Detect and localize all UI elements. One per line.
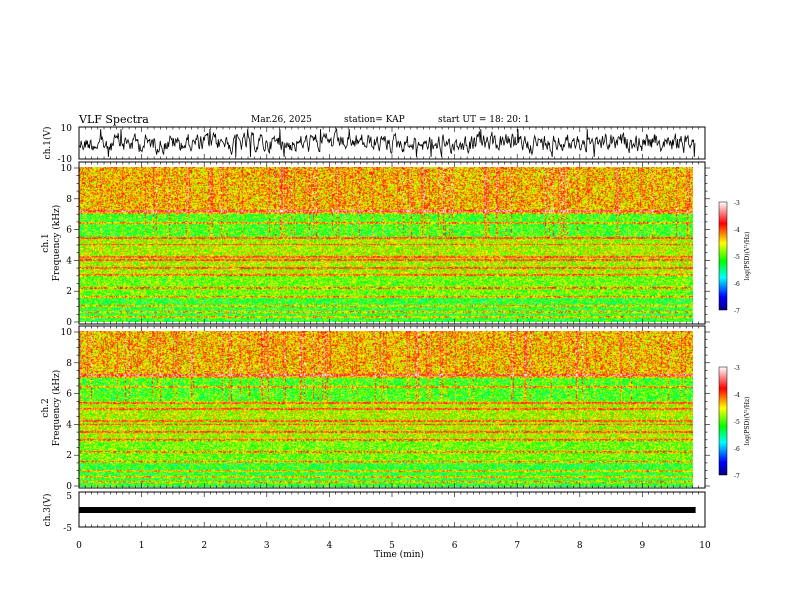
y-tick-label: 6 — [66, 226, 72, 236]
colorbar-ch2-tick-m5: -5 — [734, 419, 740, 426]
ch1-waveform-trace — [78, 127, 696, 158]
ch1-waveform-panel: 10 -10 ch.1(V) — [42, 124, 706, 165]
ch2-spectrogram-ylabel: Frequency (kHz) — [51, 370, 62, 447]
x-tick-label: 3 — [264, 541, 270, 551]
ch3-ytick-bottom: -5 — [63, 524, 72, 534]
y-tick-label: 2 — [66, 451, 72, 461]
x-tick-label: 6 — [452, 541, 458, 551]
colorbar-ch2-label: log(PSD)(V²/Hz) — [744, 397, 751, 446]
ch1-ytick-bottom: -10 — [58, 155, 73, 165]
ch1-ytick-top: 10 — [61, 124, 73, 134]
ch1-waveform-xticks — [78, 127, 706, 159]
header-date: Mar.26, 2025 — [251, 115, 312, 125]
ch1-spectrogram-image — [79, 167, 693, 322]
ch2-spectrogram-yticks: 0 2 4 6 8 10 — [61, 328, 710, 492]
ch1-spectrogram-ylabel: Frequency (kHz) — [51, 205, 62, 282]
ch1-spectrogram-panel: 0 2 4 6 8 10 ch.1 Frequency (kHz) — [41, 161, 710, 328]
colorbar-ch1-tick-m7: -7 — [734, 308, 740, 315]
x-tick-label: 0 — [76, 541, 82, 551]
ch2-spectrogram-xticks — [78, 326, 706, 488]
ch1-spectrogram-yticks: 0 2 4 6 8 10 — [61, 164, 710, 328]
colorbar-ch1-tick-m6: -6 — [734, 281, 740, 288]
y-tick-label: 6 — [66, 390, 72, 400]
x-tick-label: 8 — [577, 541, 583, 551]
y-tick-label: 8 — [66, 359, 72, 369]
ch1-waveform-ylabel: ch.1(V) — [42, 127, 53, 160]
y-tick-label: 0 — [66, 482, 72, 492]
ch2-spectrogram-image — [79, 331, 693, 487]
header-start-time: start UT = 18: 20: 1 — [438, 115, 530, 125]
x-tick-label: 2 — [201, 541, 207, 551]
y-tick-label: 4 — [66, 420, 72, 430]
colorbar-ch2-tick-m7: -7 — [734, 473, 740, 480]
ch3-waveform-trace — [79, 507, 696, 513]
colorbar-ch2-tick-m4: -4 — [734, 392, 740, 399]
y-tick-label: 2 — [66, 287, 72, 297]
ch3-waveform-xticks — [78, 492, 706, 527]
y-tick-label: 10 — [61, 164, 73, 174]
ch1-spectrogram-ylabel-channel: ch.1 — [41, 233, 51, 252]
x-tick-label: 4 — [327, 541, 333, 551]
ch1-spectrogram-xticks — [78, 162, 706, 324]
ch2-spectrogram-ylabel-channel: ch.2 — [41, 398, 51, 417]
colorbar-ch1-label: log(PSD)(V²/Hz) — [744, 232, 751, 281]
ch3-ytick-top: 5 — [66, 492, 72, 502]
colorbar-ch1-tick-m5: -5 — [734, 254, 740, 261]
colorbar-ch2-tick-m6: -6 — [734, 446, 740, 453]
colorbar-ch1-tick-m4: -4 — [734, 227, 740, 234]
y-tick-label: 8 — [66, 195, 72, 205]
y-tick-label: 4 — [66, 256, 72, 266]
x-tick-label: 10 — [699, 541, 711, 551]
figure-title: VLF Spectra — [78, 113, 149, 126]
header-station: station= KAP — [344, 115, 405, 125]
x-tick-label: 9 — [640, 541, 646, 551]
ch2-spectrogram-panel: 0 2 4 6 8 10 ch.2 Frequency (kHz) — [41, 325, 710, 492]
time-axis-tick-labels: 0 1 2 3 4 5 6 7 8 9 10 — [76, 541, 711, 551]
y-tick-label: 0 — [66, 318, 72, 328]
colorbar-ch2-tick-m3: -3 — [734, 365, 740, 372]
ch3-waveform-ylabel: ch.3(V) — [42, 494, 53, 527]
x-tick-label: 5 — [389, 541, 395, 551]
colorbar-ch2: -3 -4 -5 -6 -7 log(PSD)(V²/Hz) — [718, 365, 751, 480]
colorbar-ch1-tick-m3: -3 — [734, 200, 740, 207]
x-tick-label: 7 — [514, 541, 520, 551]
colorbar-ch2-scale — [718, 366, 728, 476]
y-tick-label: 10 — [61, 328, 73, 338]
ch3-waveform-panel: 5 -5 ch.3(V) 0 1 2 3 4 5 6 7 8 9 10 Time (min) — [42, 491, 711, 560]
colorbar-ch1-scale — [718, 201, 728, 311]
x-tick-label: 1 — [139, 541, 145, 551]
colorbar-ch1: -3 -4 -5 -6 -7 log(PSD)(V²/Hz) — [718, 200, 751, 315]
time-axis-label: Time (min) — [374, 549, 424, 560]
